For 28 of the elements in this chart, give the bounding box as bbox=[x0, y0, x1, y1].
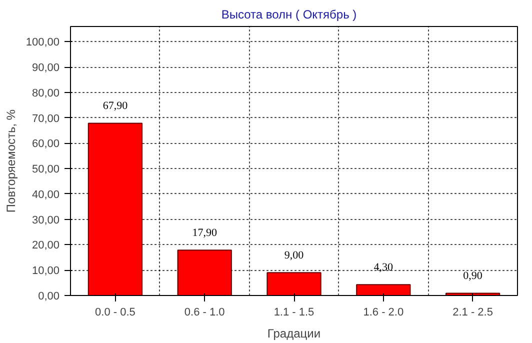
x-tick-label: 1.6 - 2.0 bbox=[363, 306, 404, 318]
y-tick-label: 100,00 bbox=[26, 36, 60, 49]
y-tick-label: 0,00 bbox=[38, 290, 60, 302]
y-tick-label: 20,00 bbox=[32, 240, 60, 252]
data-label: 4,30 bbox=[374, 262, 394, 274]
x-axis-title: Градации bbox=[267, 326, 321, 340]
data-label: 67,90 bbox=[102, 100, 128, 112]
data-label: 9,00 bbox=[284, 250, 304, 262]
y-tick-label: 10,00 bbox=[32, 265, 60, 278]
bar bbox=[177, 250, 232, 296]
x-tick-label: 0.6 - 1.0 bbox=[184, 306, 225, 318]
chart-title: Высота волн ( Октябрь ) bbox=[221, 8, 357, 22]
y-tick-label: 30,00 bbox=[32, 214, 60, 226]
x-tick-label: 2.1 - 2.5 bbox=[452, 306, 493, 318]
x-tick-label: 0.0 - 0.5 bbox=[95, 306, 136, 318]
bar bbox=[266, 272, 322, 296]
y-tick-label: 40,00 bbox=[32, 188, 60, 201]
data-label: 0,90 bbox=[463, 270, 483, 282]
y-axis-title: Повторяемость, % bbox=[4, 109, 18, 213]
y-tick-label: 60,00 bbox=[32, 138, 60, 150]
bar bbox=[88, 122, 143, 296]
x-tick-label: 1.1 - 1.5 bbox=[274, 306, 314, 318]
y-tick-label: 80,00 bbox=[32, 87, 60, 100]
y-tick-label: 70,00 bbox=[32, 112, 60, 125]
bar bbox=[356, 284, 411, 296]
data-label: 17,90 bbox=[192, 227, 218, 240]
y-tick-label: 50,00 bbox=[32, 164, 60, 176]
y-tick-label: 90,00 bbox=[32, 62, 60, 74]
